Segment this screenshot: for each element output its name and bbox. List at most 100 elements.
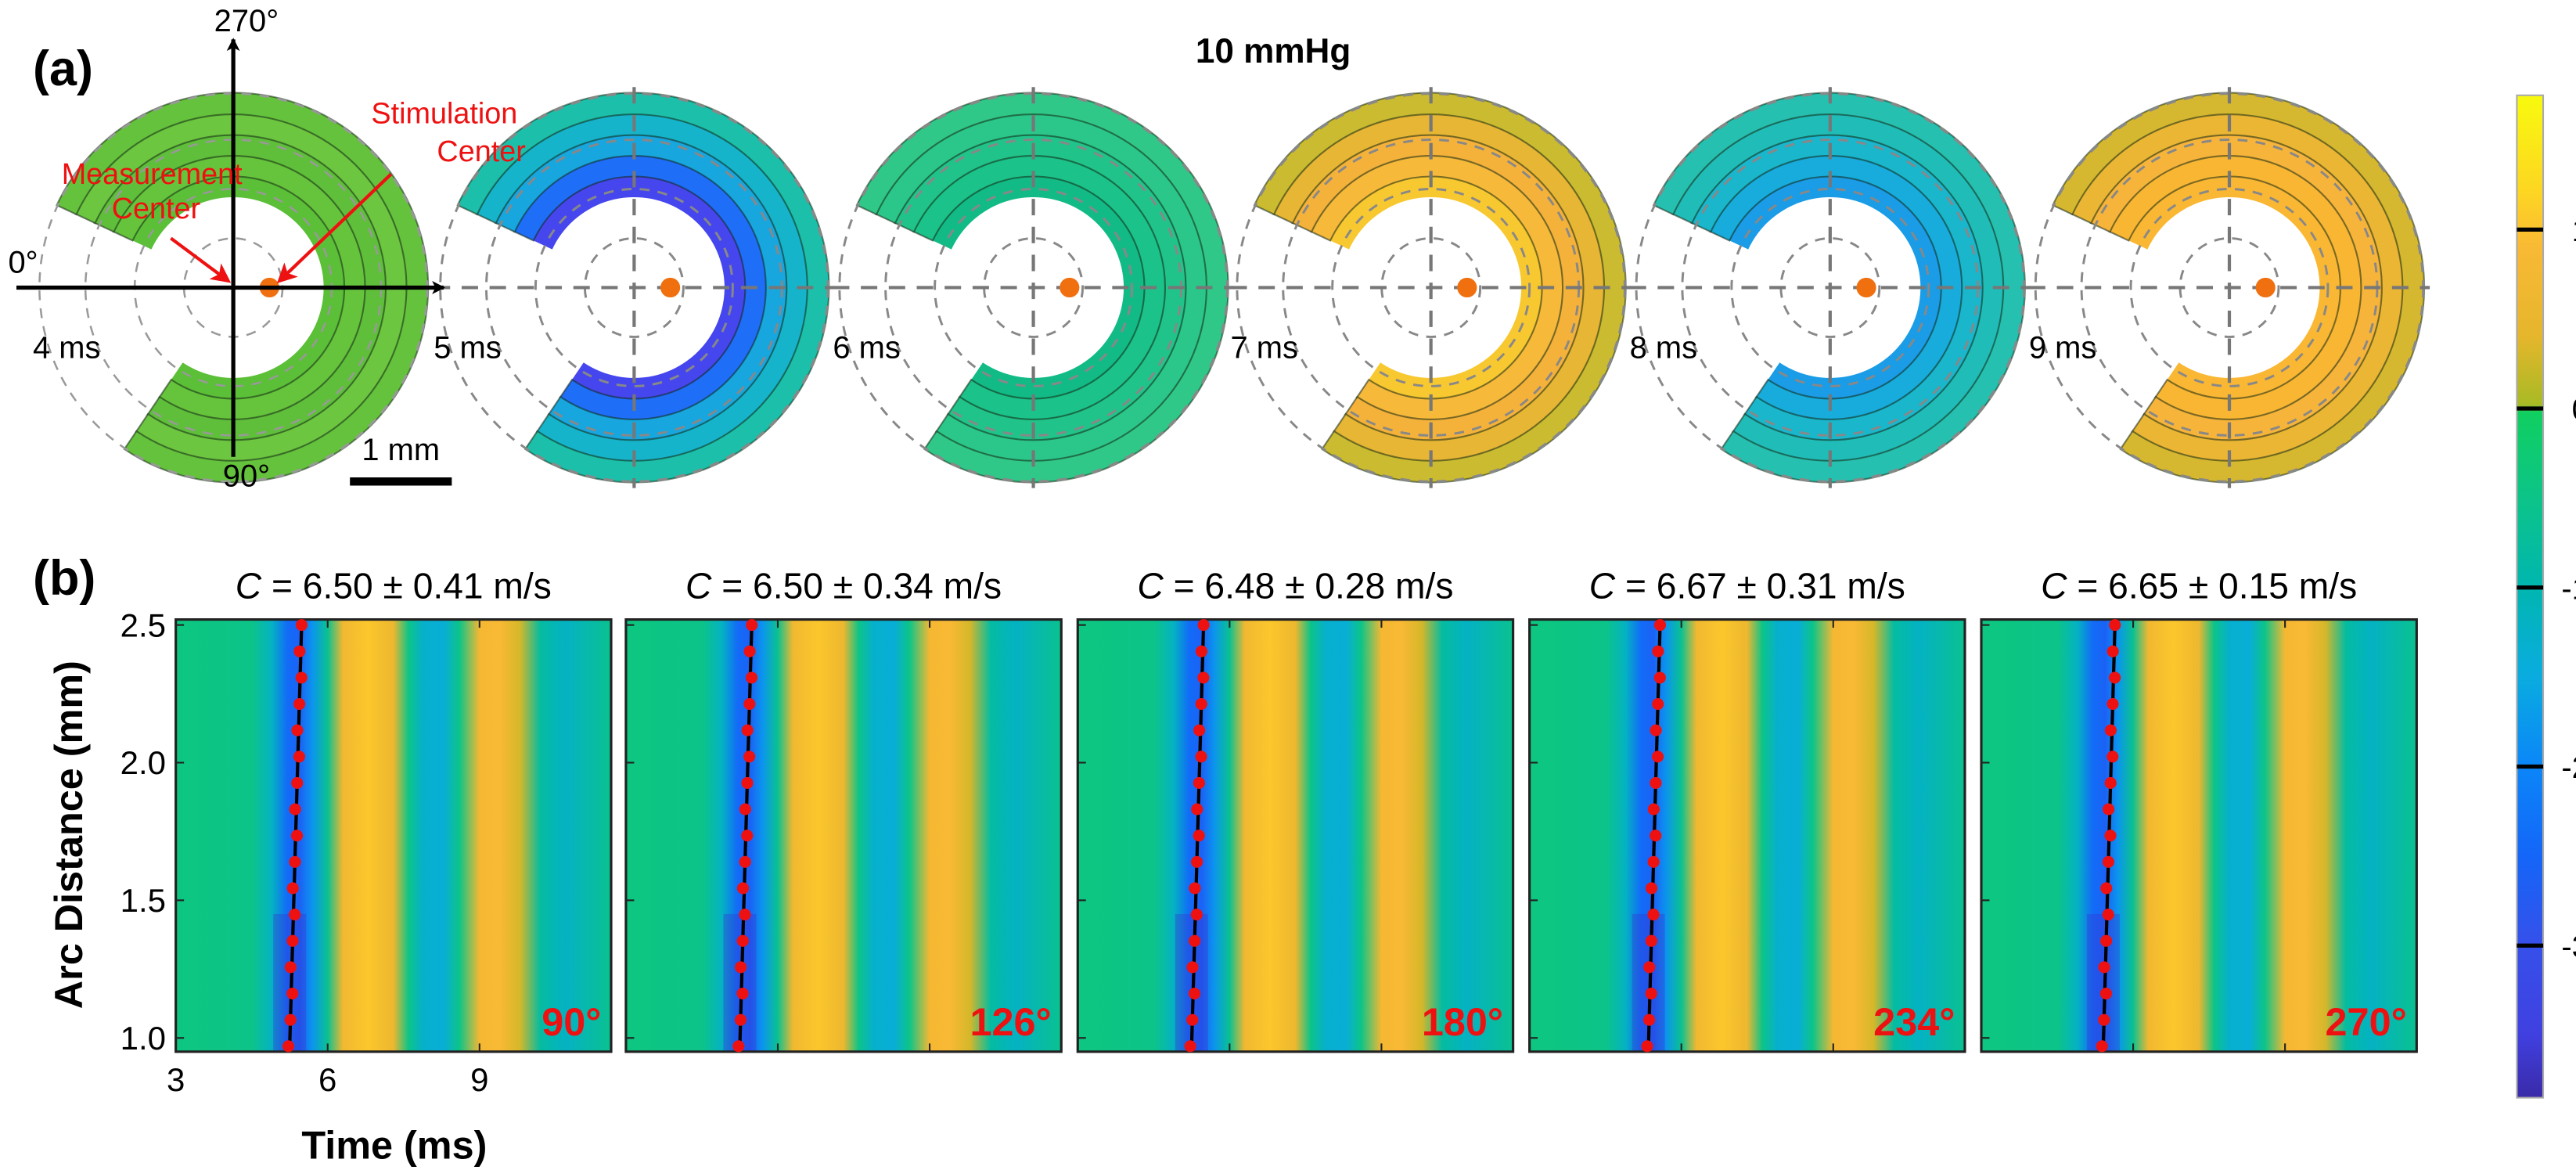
fit-point (290, 830, 304, 842)
heatmap (1078, 619, 1513, 1052)
fit-point (289, 855, 301, 868)
speed-value: = 6.48 ± 0.28 m/s (1164, 565, 1454, 606)
stimulation-center-label: Stimulation Center (371, 97, 525, 167)
fit-point (743, 645, 756, 657)
fit-point (1184, 1040, 1196, 1053)
fit-point (1643, 1013, 1656, 1026)
heatmap (1529, 619, 1965, 1052)
stimulation-line1: Stimulation (371, 97, 517, 130)
speed-value: = 6.50 ± 0.34 m/s (711, 565, 1002, 606)
colorbar-tick-label: -2 (2561, 751, 2576, 785)
fit-point (1653, 671, 1666, 684)
subplot-title: C = 6.67 ± 0.31 m/s (1589, 565, 1905, 606)
fit-point (1647, 909, 1660, 921)
fit-point (1197, 619, 1210, 632)
fit-point (2106, 645, 2119, 657)
stimulation-center-dot (660, 277, 681, 298)
time-label: 7 ms (1231, 331, 1298, 365)
subplot: C = 6.65 ± 0.15 m/s 270° (1980, 565, 2418, 1053)
angle-label-90: 90° (223, 459, 270, 494)
stimulation-center-dot (1457, 277, 1477, 298)
fit-point (741, 724, 754, 736)
speed-value: = 6.65 ± 0.15 m/s (2067, 565, 2358, 606)
fit-point (2104, 776, 2117, 789)
polar-plot: 5 ms (434, 87, 835, 488)
fit-point (295, 671, 308, 684)
speed-symbol: C (1589, 565, 1616, 606)
fit-point (745, 671, 758, 684)
angle-label: 126° (970, 999, 1051, 1044)
fit-point (1193, 776, 1205, 789)
fit-point (1195, 751, 1207, 763)
scale-bar-label: 1 mm (362, 433, 440, 467)
fit-point (741, 776, 754, 789)
fit-point (2109, 619, 2121, 632)
axes-box (1980, 618, 2418, 1053)
fit-point (1652, 697, 1664, 711)
fit-point (734, 1013, 747, 1026)
fit-point (2109, 671, 2121, 684)
fit-point (282, 1040, 295, 1053)
fit-point (1652, 645, 1664, 657)
x-tick-label: 3 (167, 1061, 185, 1098)
fit-point (1650, 776, 1662, 789)
grid-circle (934, 187, 1134, 387)
panel-a-title: 10 mmHg (1196, 32, 1351, 70)
fit-point (1193, 724, 1206, 736)
fit-point (2102, 909, 2114, 921)
stimulation-center-dot (1856, 277, 1876, 298)
fit-point (289, 803, 301, 815)
subplot-title: C = 6.50 ± 0.41 m/s (236, 565, 552, 606)
fit-point (1643, 961, 1656, 974)
fit-point (291, 776, 304, 789)
stimulation-center-dot (2255, 277, 2276, 298)
panel-b-label: (b) (33, 551, 95, 606)
fit-point (1186, 1013, 1199, 1026)
subplot: C = 6.67 ± 0.31 m/s 234° (1528, 565, 1966, 1053)
y-tick-label: 1.5 (121, 882, 166, 919)
fit-point (1189, 934, 1201, 947)
fit-point (2106, 751, 2119, 763)
grid-circle (1331, 187, 1531, 387)
polar-plot: 9 ms (2029, 87, 2430, 488)
fit-point (1650, 724, 1662, 736)
measurement-line1: Measurement (62, 158, 243, 191)
fit-point (1190, 855, 1203, 868)
heatmap (1981, 619, 2417, 1052)
speed-value: = 6.50 ± 0.41 m/s (261, 565, 552, 606)
x-tick-label: 6 (318, 1061, 336, 1098)
measurement-arrow (170, 236, 232, 283)
grid-circle (983, 236, 1085, 338)
fit-point (286, 882, 299, 895)
fit-point (1197, 671, 1210, 684)
time-label: 4 ms (33, 331, 100, 365)
fit-point (2098, 1013, 2110, 1026)
fit-point (739, 855, 751, 868)
colorbar-tick-label: 0 (2572, 393, 2576, 427)
fit-point (293, 751, 305, 763)
fit-point (1195, 645, 1208, 657)
grid-circle (2129, 187, 2330, 387)
time-label: 8 ms (1630, 331, 1697, 365)
fit-point (1647, 803, 1660, 815)
measurement-line2: Center (112, 193, 200, 225)
colorbar: 10-1-2-3Displacement (μm) (2516, 94, 2576, 1099)
subplots: 3 6 9 1.0 1.5 2.0 2.5 C = 6.50 ± 0.41 m/s 90° C =… (121, 565, 2418, 1098)
fit-point (735, 961, 747, 974)
stimulation-line2: Center (437, 135, 525, 168)
colorbar-tick-label: -3 (2561, 930, 2576, 964)
angle-label-0: 0° (8, 246, 38, 280)
heatmap (175, 619, 612, 1052)
fit-point (2103, 803, 2115, 815)
grid-circle (583, 236, 685, 338)
time-label: 5 ms (434, 331, 501, 365)
fit-point (1189, 882, 1201, 895)
fit-point (2104, 724, 2117, 736)
fit-point (2096, 1040, 2108, 1053)
fit-point (1653, 619, 1667, 632)
fit-point (736, 882, 750, 895)
fit-point (284, 961, 297, 974)
speed-symbol: C (685, 565, 712, 606)
fit-point (2106, 697, 2119, 711)
